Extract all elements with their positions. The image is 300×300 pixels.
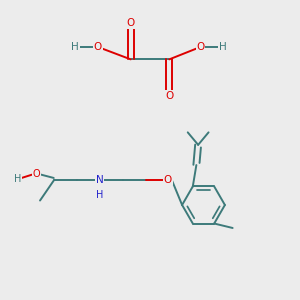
Text: N: N: [96, 175, 103, 185]
Text: H: H: [96, 190, 103, 200]
Text: O: O: [164, 175, 172, 185]
Text: H: H: [14, 174, 21, 184]
Text: O: O: [33, 169, 40, 179]
Text: O: O: [196, 42, 205, 52]
Text: O: O: [165, 91, 173, 101]
Text: H: H: [71, 42, 79, 52]
Text: H: H: [219, 42, 226, 52]
Text: O: O: [127, 18, 135, 28]
Text: O: O: [94, 42, 102, 52]
